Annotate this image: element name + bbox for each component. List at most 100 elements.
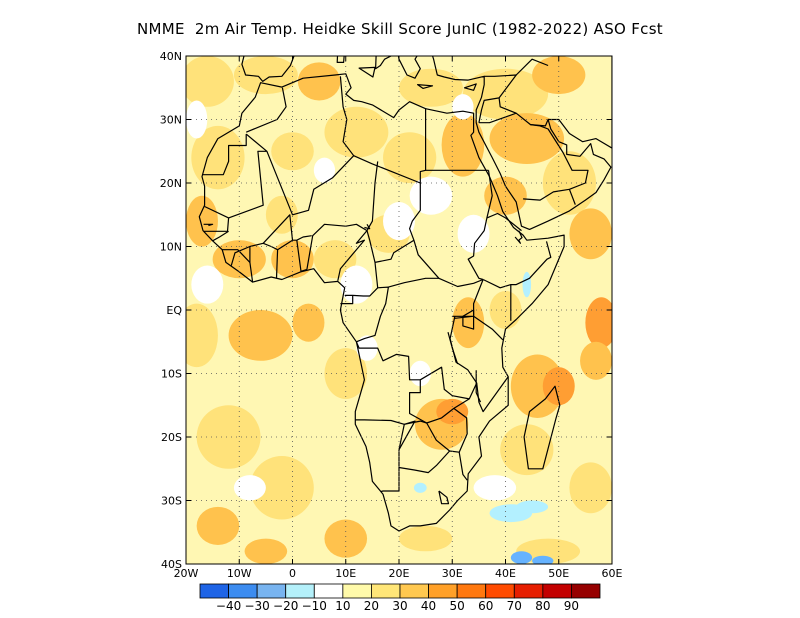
lat-tick-label: 20N	[160, 177, 182, 190]
colorbar-swatch	[399, 583, 429, 599]
skill-patch	[292, 303, 325, 342]
sardinia-coastline	[336, 56, 345, 64]
eurasia-coastline	[241, 56, 612, 230]
lake-victoria	[462, 309, 475, 330]
skill-patch	[228, 310, 293, 361]
colorbar-swatch	[342, 583, 372, 599]
skill-patch	[196, 506, 240, 545]
country-border	[212, 230, 229, 242]
colorbar-label: 70	[507, 599, 522, 613]
lesotho-border	[438, 490, 450, 505]
lat-tick-label: 30N	[160, 114, 182, 127]
country-border	[340, 295, 354, 305]
skill-patch	[489, 113, 565, 164]
colorbar-swatch	[199, 583, 229, 599]
graticule	[186, 56, 612, 564]
country-border	[486, 212, 522, 232]
lon-tick-label: 10W	[227, 567, 252, 580]
page-title: NMME 2m Air Temp. Heidke Skill Score Jun…	[137, 20, 663, 38]
colorbar-swatch	[428, 583, 458, 599]
skill-patch	[186, 56, 234, 107]
skill-patch	[313, 240, 357, 279]
lon-tick-label: 30E	[442, 567, 463, 580]
low-skill-patch	[457, 214, 490, 253]
colorbar-swatch	[256, 583, 287, 599]
country-border	[409, 183, 484, 288]
low-skill-patch	[191, 265, 224, 304]
sicily-coastline	[358, 66, 376, 78]
country-border	[355, 419, 416, 450]
country-border	[388, 277, 439, 288]
country-border	[568, 189, 576, 205]
colorbar-label: 40	[421, 599, 436, 613]
colorbar-swatch	[285, 583, 315, 599]
negative-skill-patch	[522, 271, 532, 298]
colorbar-label: 30	[392, 599, 407, 613]
skill-patch	[484, 176, 527, 215]
colorbar-label: 60	[478, 599, 493, 613]
colorbar-swatch	[571, 583, 601, 599]
lat-tick-label: 40S	[161, 558, 182, 571]
skill-patch	[532, 56, 586, 95]
colorbar-label: −40	[216, 599, 241, 613]
country-border	[230, 245, 251, 266]
skill-patch	[452, 297, 485, 349]
colorbar-swatch	[485, 583, 515, 599]
skill-patch	[249, 456, 314, 520]
skill-patch	[399, 68, 463, 107]
lon-tick-label: 20W	[174, 567, 199, 580]
cyprus-coastline	[463, 83, 477, 91]
colorbar-swatch	[228, 583, 258, 599]
lon-tick-label: 20E	[389, 567, 410, 580]
colorbar-label: −30	[244, 599, 269, 613]
country-border	[202, 134, 247, 176]
skill-patch	[489, 290, 522, 330]
country-border	[275, 239, 308, 279]
skill-patch	[569, 462, 612, 514]
skill-patch	[297, 62, 341, 101]
country-border	[203, 223, 214, 227]
skill-patch	[516, 538, 581, 564]
skill-patch	[324, 519, 368, 558]
low-skill-patch	[313, 157, 336, 183]
country-border	[498, 97, 549, 127]
country-border	[478, 112, 517, 124]
low-skill-patch	[340, 265, 373, 304]
colorbar-label: 20	[364, 599, 379, 613]
country-border	[515, 58, 549, 76]
country-border	[467, 170, 493, 281]
lat-tick-label: 40N	[160, 50, 182, 63]
negative-skill-patch	[510, 551, 533, 564]
skill-patch	[324, 106, 389, 158]
africa-coastline	[198, 73, 565, 532]
colorbar-swatch	[371, 583, 401, 599]
colorbar-swatch	[513, 583, 544, 599]
country-border	[374, 239, 415, 263]
country-border	[228, 133, 268, 219]
country-border	[337, 230, 368, 281]
skill-patch	[191, 125, 245, 190]
country-border	[514, 230, 523, 244]
skill-patch	[233, 56, 298, 95]
country-border	[296, 235, 312, 241]
crete-coastline	[417, 83, 434, 90]
skill-patch	[542, 151, 597, 215]
lake-chad	[364, 223, 371, 230]
country-border	[245, 87, 287, 133]
low-skill-patch	[473, 475, 517, 501]
country-border	[266, 76, 355, 216]
negative-skill-patch	[413, 482, 427, 493]
negative-skill-patch	[516, 500, 549, 514]
skill-patch	[324, 348, 368, 399]
colorbar-label: −10	[302, 599, 327, 613]
country-border	[221, 249, 251, 263]
skill-patch	[196, 405, 261, 469]
lon-tick-label: 40E	[495, 567, 516, 580]
skill-patch	[186, 303, 218, 368]
colorbar-swatch	[313, 583, 344, 599]
country-border	[482, 241, 552, 289]
country-border	[449, 316, 509, 413]
country-border	[249, 214, 294, 283]
country-border	[523, 124, 589, 201]
